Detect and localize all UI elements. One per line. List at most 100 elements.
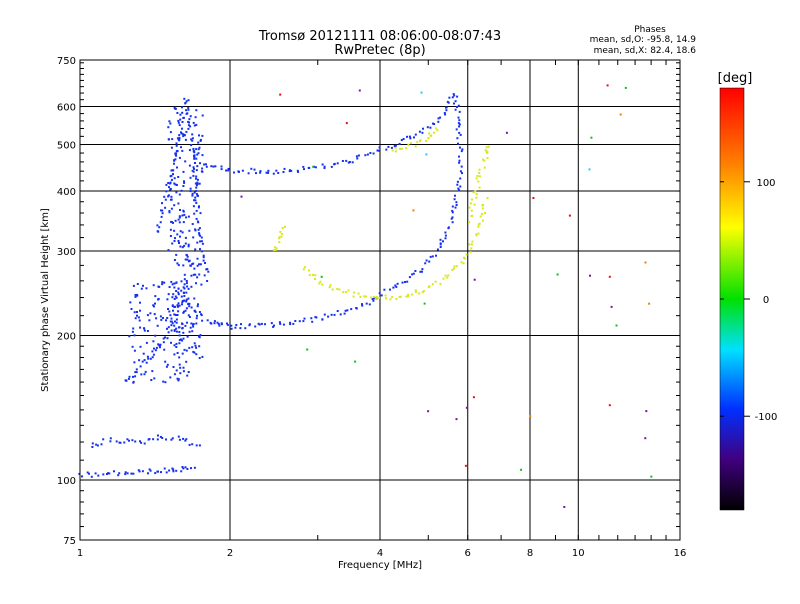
data-point-o-mode: [168, 120, 171, 123]
data-point-o-mode: [171, 283, 174, 286]
data-point-o-mode: [176, 166, 178, 169]
data-point-o-mode: [97, 474, 100, 477]
data-point-o-mode: [183, 97, 186, 100]
data-point-o-mode: [183, 295, 186, 297]
y-tick-label: 400: [57, 187, 76, 198]
data-point-o-mode: [198, 263, 200, 266]
data-point-o-mode: [198, 227, 201, 230]
data-point-o-mode: [198, 205, 200, 208]
data-point-o-mode: [81, 475, 83, 478]
data-point-o-mode: [456, 183, 459, 186]
data-point-o-mode: [146, 314, 149, 317]
data-point-o-mode: [185, 438, 188, 441]
data-point-o-mode: [162, 380, 165, 383]
data-point-o-mode: [175, 342, 178, 345]
data-point-o-mode: [459, 170, 462, 173]
data-point-o-mode: [185, 300, 188, 303]
data-point-x-mode: [410, 142, 412, 145]
data-point-noise: [320, 275, 323, 278]
data-point-o-mode: [205, 165, 208, 168]
data-point-o-mode: [180, 132, 183, 135]
data-point-o-mode: [460, 150, 463, 153]
data-point-o-mode: [412, 272, 415, 275]
data-point-o-mode: [195, 109, 198, 112]
data-point-o-mode: [107, 472, 110, 475]
data-point-o-mode: [189, 326, 192, 329]
data-point-o-mode: [390, 146, 393, 149]
data-point-o-mode: [201, 319, 204, 322]
data-point-o-mode: [439, 116, 442, 119]
data-point-noise: [425, 153, 428, 156]
data-point-noise: [464, 464, 467, 467]
data-point-o-mode: [168, 469, 171, 472]
data-point-o-mode: [177, 310, 180, 313]
data-point-o-mode: [282, 171, 285, 173]
data-point-o-mode: [267, 169, 270, 172]
data-point-o-mode: [227, 169, 230, 172]
x-tick-label: 1: [77, 548, 83, 559]
data-point-o-mode: [134, 295, 137, 298]
data-point-o-mode: [177, 305, 179, 308]
data-point-o-mode: [178, 139, 181, 142]
data-point-x-mode: [483, 159, 486, 162]
data-point-o-mode: [183, 273, 186, 276]
data-point-o-mode: [177, 264, 180, 267]
colorbar-tick-label: -100: [755, 412, 778, 423]
data-point-x-mode: [416, 140, 419, 143]
data-point-o-mode: [170, 324, 173, 327]
data-point-o-mode: [152, 304, 155, 307]
data-point-o-mode: [456, 137, 459, 140]
data-point-o-mode: [361, 304, 364, 307]
data-point-x-mode: [384, 294, 387, 297]
data-point-o-mode: [189, 125, 192, 128]
data-point-o-mode: [451, 205, 454, 208]
data-point-o-mode: [200, 236, 203, 239]
data-point-x-mode: [418, 292, 421, 295]
data-point-o-mode: [186, 258, 189, 261]
data-point-o-mode: [443, 112, 446, 114]
data-point-o-mode: [152, 438, 155, 441]
data-point-o-mode: [170, 169, 173, 172]
data-point-o-mode: [187, 243, 190, 246]
data-point-o-mode: [173, 159, 175, 162]
data-point-o-mode: [457, 104, 460, 107]
data-point-o-mode: [186, 112, 189, 115]
data-point-o-mode: [197, 228, 200, 231]
data-point-o-mode: [192, 323, 194, 326]
data-point-o-mode: [454, 100, 457, 103]
data-point-noise: [240, 195, 243, 198]
y-tick-label: 600: [57, 103, 76, 114]
data-point-o-mode: [182, 135, 185, 138]
data-point-o-mode: [187, 302, 190, 305]
data-point-x-mode: [407, 295, 410, 298]
data-point-o-mode: [163, 348, 166, 351]
data-point-o-mode: [172, 309, 174, 312]
data-point-o-mode: [183, 299, 186, 302]
data-point-o-mode: [185, 282, 188, 285]
data-point-o-mode: [195, 190, 197, 193]
data-point-x-mode: [345, 291, 348, 293]
data-point-o-mode: [166, 317, 169, 319]
data-point-o-mode: [336, 310, 339, 312]
data-point-o-mode: [186, 255, 189, 258]
data-point-o-mode: [201, 355, 204, 358]
data-point-o-mode: [198, 335, 200, 338]
data-point-noise: [354, 360, 357, 363]
data-point-o-mode: [169, 235, 172, 237]
data-point-o-mode: [139, 345, 142, 348]
data-point-o-mode: [181, 322, 183, 325]
data-point-x-mode: [280, 233, 283, 235]
data-point-o-mode: [182, 264, 185, 267]
data-point-o-mode: [198, 357, 201, 359]
data-point-o-mode: [153, 305, 155, 308]
data-point-o-mode: [171, 322, 174, 325]
data-point-o-mode: [198, 345, 201, 348]
data-point-o-mode: [182, 210, 185, 213]
data-point-o-mode: [233, 171, 235, 174]
data-point-o-mode: [404, 281, 406, 283]
data-point-x-mode: [471, 243, 473, 246]
data-point-o-mode: [171, 138, 174, 141]
data-point-o-mode: [220, 322, 223, 325]
data-point-o-mode: [448, 96, 451, 99]
data-point-x-mode: [475, 193, 478, 196]
